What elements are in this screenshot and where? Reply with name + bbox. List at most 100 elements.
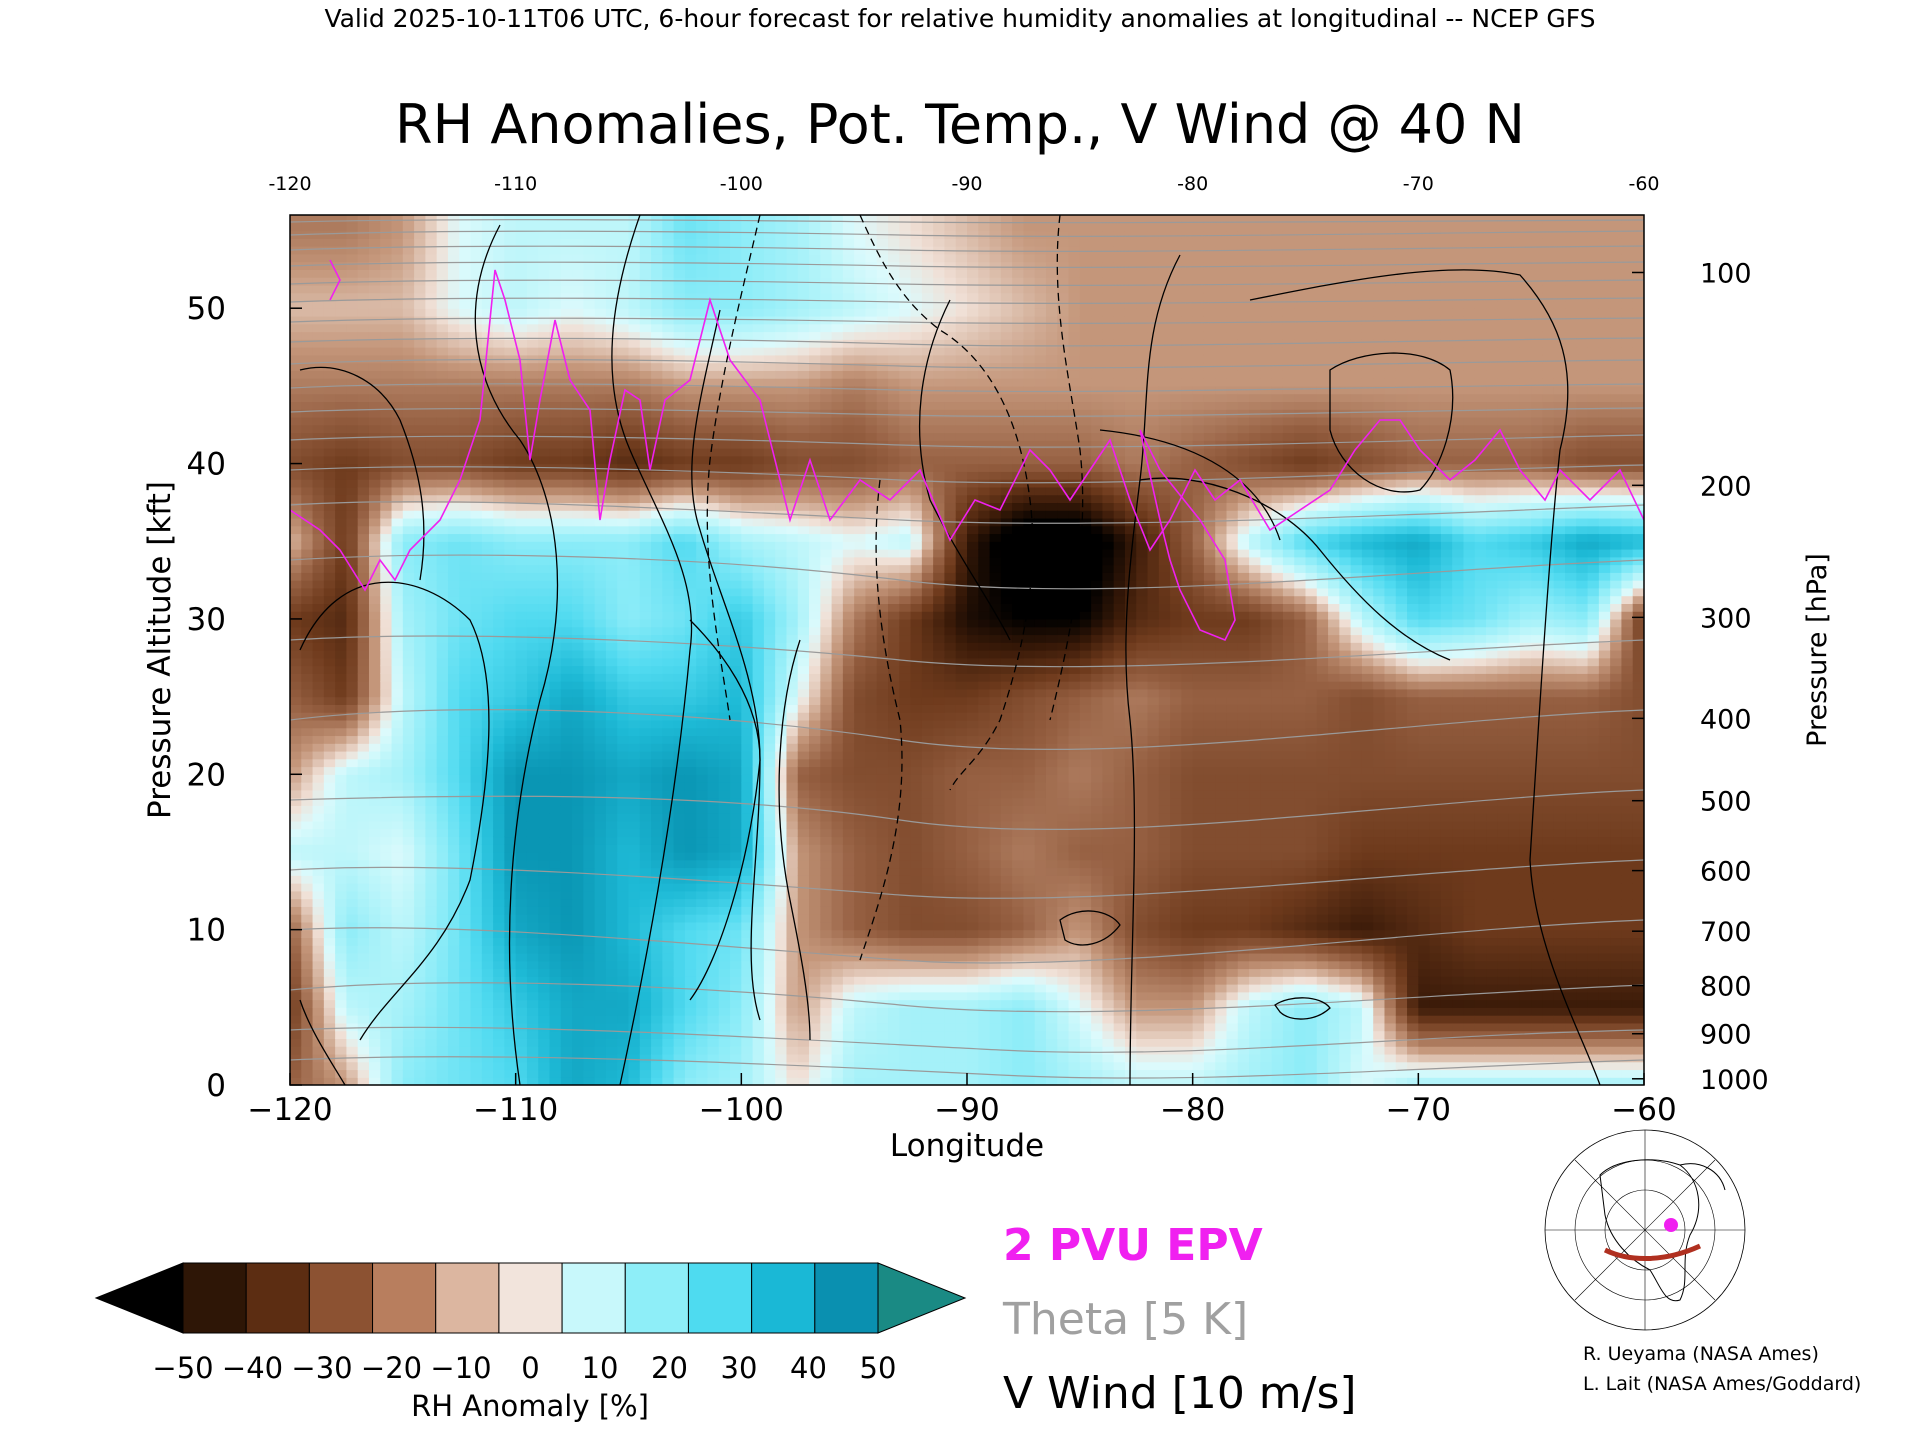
- rh-cell: [549, 1038, 562, 1047]
- rh-cell: [752, 246, 765, 255]
- rh-cell: [696, 564, 709, 573]
- rh-cell: [526, 952, 539, 962]
- rh-cell: [741, 300, 754, 309]
- rh-cell: [594, 331, 607, 340]
- rh-cell: [684, 1061, 697, 1071]
- rh-cell: [549, 1077, 562, 1085]
- rh-cell: [594, 650, 607, 659]
- rh-cell: [447, 354, 460, 364]
- rh-cell: [323, 968, 336, 977]
- rh-cell: [526, 362, 539, 371]
- rh-cell: [605, 828, 618, 838]
- rh-cell: [786, 898, 799, 907]
- rh-cell: [673, 541, 686, 550]
- rh-cell: [447, 416, 460, 426]
- rh-cell: [617, 246, 630, 255]
- rh-cell: [459, 851, 472, 861]
- rh-cell: [639, 968, 652, 977]
- rh-cell: [335, 898, 348, 907]
- rh-cell: [741, 712, 754, 721]
- rh-cell: [684, 1046, 697, 1055]
- rh-cell: [583, 921, 596, 931]
- rh-cell: [481, 960, 494, 970]
- rh-cell: [605, 284, 618, 294]
- rh-cell: [447, 945, 460, 954]
- rh-cell: [572, 984, 584, 993]
- rh-cell: [312, 1038, 325, 1047]
- rh-cell: [752, 479, 765, 488]
- rh-cell: [380, 1061, 393, 1071]
- rh-cell: [425, 960, 438, 970]
- rh-cell: [368, 859, 381, 869]
- rh-cell: [447, 378, 460, 387]
- rh-cell: [459, 673, 472, 682]
- rh-cell: [459, 883, 472, 892]
- rh-cell: [481, 999, 494, 1008]
- rh-cell: [741, 502, 754, 511]
- rh-cell: [493, 448, 505, 457]
- rh-cell: [786, 743, 799, 752]
- rh-cell: [335, 984, 348, 993]
- rh-cell: [414, 354, 426, 364]
- rh-cell: [684, 968, 697, 977]
- rh-cell: [651, 673, 663, 682]
- rh-cell: [605, 308, 618, 317]
- rh-cell: [628, 1069, 641, 1078]
- rh-cell: [639, 735, 652, 744]
- rh-cell: [414, 1007, 426, 1016]
- rh-cell: [357, 642, 370, 651]
- rh-cell: [335, 650, 348, 659]
- rh-cell: [346, 828, 359, 838]
- rh-cell: [301, 859, 314, 869]
- rh-cell: [651, 999, 663, 1008]
- rh-cell: [312, 968, 325, 977]
- rh-cell: [583, 968, 596, 977]
- rh-cell: [459, 277, 472, 286]
- rh-cell: [560, 681, 573, 690]
- rh-cell: [707, 766, 720, 775]
- rh-cell: [628, 960, 641, 970]
- rh-cell: [775, 378, 788, 387]
- rh-cell: [402, 339, 415, 348]
- rh-cell: [707, 867, 720, 876]
- rh-cell: [639, 921, 652, 931]
- rh-cell: [515, 1046, 528, 1055]
- rh-cell: [763, 952, 776, 962]
- rh-cell: [549, 1022, 562, 1032]
- rh-cell: [515, 1061, 528, 1071]
- rh-cell: [470, 952, 483, 962]
- rh-cell: [628, 533, 641, 542]
- rh-cell: [380, 494, 393, 504]
- rh-cell: [605, 844, 618, 853]
- rh-cell: [538, 1069, 551, 1078]
- rh-cell: [673, 354, 686, 364]
- rh-cell: [662, 688, 675, 698]
- rh-cell: [605, 378, 618, 387]
- rh-cell: [639, 937, 652, 946]
- rh-cell: [357, 634, 370, 643]
- rh-cell: [775, 331, 788, 340]
- rh-cell: [673, 238, 686, 247]
- rh-cell: [786, 921, 799, 931]
- rh-cell: [481, 517, 494, 527]
- rh-cell: [526, 502, 539, 511]
- rh-cell: [763, 712, 776, 721]
- rh-cell: [730, 292, 742, 302]
- rh-cell: [673, 339, 686, 348]
- rh-cell: [346, 1022, 359, 1032]
- rh-cell: [583, 797, 596, 806]
- rh-cell: [470, 510, 483, 519]
- rh-cell: [436, 952, 449, 962]
- rh-cell: [786, 1007, 799, 1016]
- rh-cell: [583, 308, 596, 317]
- rh-cell: [696, 789, 709, 799]
- rh-cell: [549, 642, 562, 651]
- rh-cell: [346, 851, 359, 861]
- rh-cell: [651, 789, 663, 799]
- rh-cell: [504, 642, 517, 651]
- rh-cell: [662, 618, 675, 628]
- rh-cell: [391, 968, 404, 977]
- rh-cell: [301, 277, 314, 286]
- rh-cell: [639, 1007, 652, 1016]
- rh-cell: [346, 696, 359, 705]
